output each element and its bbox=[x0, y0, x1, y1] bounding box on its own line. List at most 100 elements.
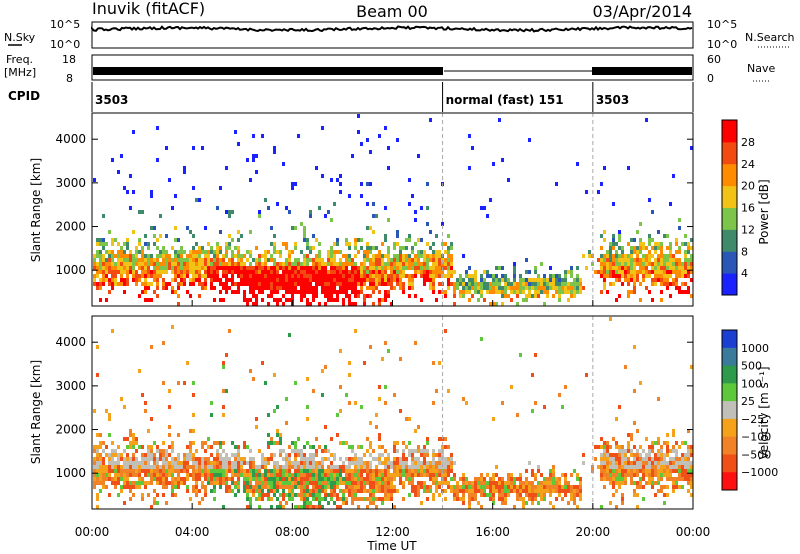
heatmap-cell bbox=[186, 266, 189, 270]
heatmap-cell bbox=[399, 278, 402, 282]
heatmap-cell bbox=[426, 437, 429, 441]
heatmap-cell bbox=[654, 278, 657, 282]
heatmap-cell bbox=[396, 230, 399, 234]
heatmap-cell bbox=[177, 258, 180, 262]
heatmap-cell bbox=[117, 477, 120, 481]
heatmap-cell bbox=[252, 493, 255, 497]
heatmap-cell bbox=[456, 278, 459, 282]
heatmap-cell bbox=[666, 274, 669, 278]
heatmap-cell bbox=[519, 278, 522, 282]
cpid-label: CPID bbox=[8, 89, 40, 103]
heatmap-cell bbox=[294, 449, 297, 453]
heatmap-cell bbox=[339, 274, 342, 278]
heatmap-cell bbox=[678, 286, 681, 290]
heatmap-cell bbox=[141, 445, 144, 449]
heatmap-cell bbox=[657, 246, 660, 250]
heatmap-cell bbox=[255, 417, 258, 421]
heatmap-cell bbox=[657, 473, 660, 477]
heatmap-cell bbox=[294, 469, 297, 473]
heatmap-cell bbox=[522, 481, 525, 485]
heatmap-cell bbox=[648, 473, 651, 477]
heatmap-cell bbox=[195, 457, 198, 461]
heatmap-cell bbox=[636, 481, 639, 485]
heatmap-cell bbox=[468, 266, 471, 270]
heatmap-cell bbox=[453, 286, 456, 290]
heatmap-cell bbox=[156, 158, 159, 162]
heatmap-cell bbox=[315, 489, 318, 493]
heatmap-cell bbox=[603, 262, 606, 266]
heatmap-cell bbox=[411, 477, 414, 481]
heatmap-cell bbox=[162, 493, 165, 497]
heatmap-cell bbox=[192, 274, 195, 278]
heatmap-cell bbox=[687, 465, 690, 469]
heatmap-cell bbox=[384, 457, 387, 461]
heatmap-cell bbox=[447, 254, 450, 258]
heatmap-cell bbox=[663, 274, 666, 278]
heatmap-cell bbox=[360, 266, 363, 270]
heatmap-cell bbox=[147, 274, 150, 278]
heatmap-cell bbox=[432, 286, 435, 290]
heatmap-cell bbox=[462, 481, 465, 485]
heatmap-cell bbox=[672, 174, 675, 178]
heatmap-cell bbox=[558, 485, 561, 489]
heatmap-cell bbox=[237, 290, 240, 294]
heatmap-cell bbox=[96, 469, 99, 473]
heatmap-cell bbox=[666, 449, 669, 453]
heatmap-cell bbox=[315, 505, 318, 509]
heatmap-cell bbox=[384, 401, 387, 405]
heatmap-cell bbox=[201, 250, 204, 254]
heatmap-cell bbox=[102, 469, 105, 473]
heatmap-cell bbox=[663, 501, 666, 505]
heatmap-cell bbox=[195, 254, 198, 258]
heatmap-cell bbox=[657, 489, 660, 493]
heatmap-cell bbox=[396, 278, 399, 282]
heatmap-cell bbox=[168, 282, 171, 286]
heatmap-cell bbox=[657, 481, 660, 485]
heatmap-cell bbox=[327, 465, 330, 469]
heatmap-cell bbox=[654, 250, 657, 254]
heatmap-cell bbox=[195, 489, 198, 493]
heatmap-cell bbox=[678, 262, 681, 266]
heatmap-cell bbox=[126, 481, 129, 485]
heatmap-cell bbox=[219, 473, 222, 477]
heatmap-cell bbox=[282, 278, 285, 282]
heatmap-cell bbox=[288, 210, 291, 214]
heatmap-cell bbox=[489, 290, 492, 294]
heatmap-cell bbox=[306, 457, 309, 461]
sky-left-label: N.Sky bbox=[4, 31, 36, 44]
heatmap-cell bbox=[690, 266, 693, 270]
heatmap-cell bbox=[309, 210, 312, 214]
heatmap-cell bbox=[612, 469, 615, 473]
heatmap-cell bbox=[279, 254, 282, 258]
heatmap-cell bbox=[477, 282, 480, 286]
heatmap-cell bbox=[618, 294, 621, 298]
heatmap-cell bbox=[192, 258, 195, 262]
heatmap-cell bbox=[687, 469, 690, 473]
heatmap-cell bbox=[393, 477, 396, 481]
heatmap-cell bbox=[192, 393, 195, 397]
heatmap-cell bbox=[438, 282, 441, 286]
heatmap-cell bbox=[339, 489, 342, 493]
heatmap-cell bbox=[642, 270, 645, 274]
heatmap-cell bbox=[645, 258, 648, 262]
heatmap-cell bbox=[615, 473, 618, 477]
heatmap-cell bbox=[108, 413, 111, 417]
heatmap-cell bbox=[198, 465, 201, 469]
heatmap-cell bbox=[408, 178, 411, 182]
cpid-segment-label: 3503 bbox=[596, 93, 629, 107]
heatmap-cell bbox=[198, 489, 201, 493]
heatmap-cell bbox=[306, 274, 309, 278]
heatmap-cell bbox=[264, 381, 267, 385]
heatmap-cell bbox=[645, 457, 648, 461]
heatmap-cell bbox=[285, 421, 288, 425]
heatmap-cell bbox=[330, 453, 333, 457]
heatmap-cell bbox=[630, 449, 633, 453]
heatmap-cell bbox=[180, 282, 183, 286]
heatmap-cell bbox=[276, 497, 279, 501]
heatmap-cell bbox=[399, 477, 402, 481]
heatmap-cell bbox=[162, 254, 165, 258]
heatmap-cell bbox=[471, 282, 474, 286]
heatmap-cell bbox=[309, 501, 312, 505]
heatmap-cell bbox=[171, 493, 174, 497]
heatmap-cell bbox=[411, 469, 414, 473]
